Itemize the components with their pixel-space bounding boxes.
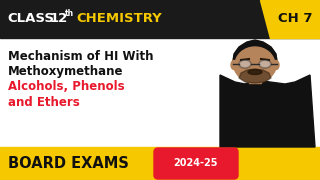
Text: Methoxymethane: Methoxymethane — [8, 64, 124, 78]
Ellipse shape — [259, 60, 271, 68]
Ellipse shape — [273, 60, 279, 69]
Polygon shape — [260, 0, 320, 38]
Text: and Ethers: and Ethers — [8, 96, 80, 109]
Bar — [249, 71, 261, 83]
Text: CLASS: CLASS — [7, 12, 54, 25]
Text: th: th — [65, 10, 74, 19]
FancyBboxPatch shape — [154, 148, 238, 179]
Ellipse shape — [239, 60, 251, 68]
Polygon shape — [233, 40, 277, 68]
Text: Mechanism of HI With: Mechanism of HI With — [8, 50, 154, 62]
Text: 2024-25: 2024-25 — [174, 159, 218, 168]
Ellipse shape — [233, 41, 277, 83]
Text: CH 7: CH 7 — [278, 12, 312, 26]
Ellipse shape — [231, 60, 237, 69]
Bar — [0, 147, 320, 180]
Polygon shape — [220, 75, 315, 147]
Ellipse shape — [235, 47, 275, 83]
Text: 12: 12 — [50, 12, 68, 25]
Text: Alcohols, Phenols: Alcohols, Phenols — [8, 80, 124, 93]
Text: BOARD EXAMS: BOARD EXAMS — [8, 156, 129, 171]
Text: CHEMISTRY: CHEMISTRY — [76, 12, 162, 25]
Bar — [0, 0, 320, 38]
Polygon shape — [239, 69, 271, 83]
Ellipse shape — [248, 69, 262, 75]
